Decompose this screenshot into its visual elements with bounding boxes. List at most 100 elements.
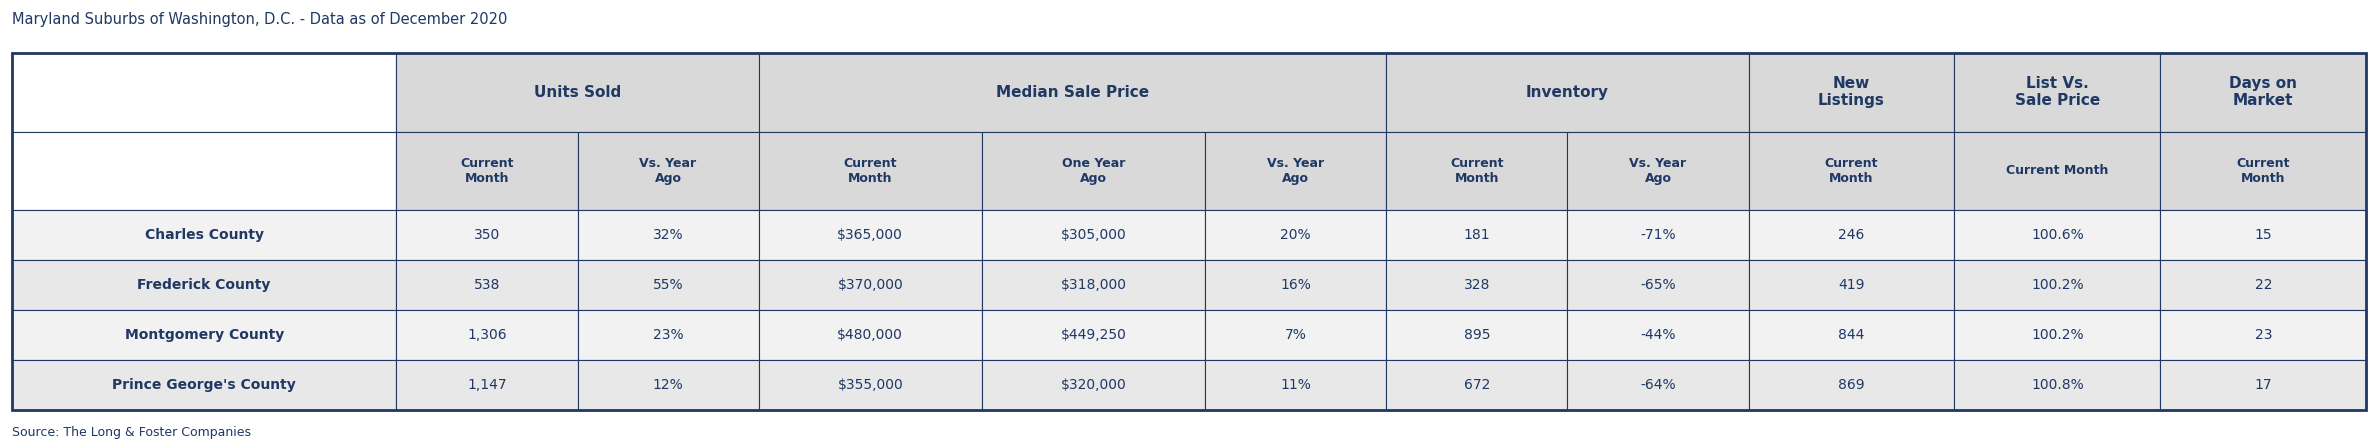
Bar (1204, 360, 1387, 410)
Bar (396, 310, 579, 360)
Bar (396, 53, 759, 131)
Bar (759, 53, 1387, 131)
Bar (1567, 360, 1747, 410)
Text: Current
Month: Current Month (2236, 157, 2290, 185)
Text: 22: 22 (2255, 278, 2271, 292)
Bar (396, 360, 579, 410)
Text: 55%: 55% (652, 278, 683, 292)
Text: 11%: 11% (1280, 378, 1311, 392)
Bar (1954, 310, 2160, 360)
Bar (12, 131, 396, 210)
Text: $318,000: $318,000 (1060, 278, 1126, 292)
Text: -64%: -64% (1641, 378, 1676, 392)
Text: 12%: 12% (652, 378, 683, 392)
Text: 538: 538 (474, 278, 500, 292)
Bar (1387, 53, 1747, 131)
Bar (12, 53, 2366, 410)
Text: Current
Month: Current Month (460, 157, 515, 185)
Text: Units Sold: Units Sold (533, 85, 621, 100)
Text: 100.6%: 100.6% (2032, 228, 2084, 242)
Bar (982, 131, 1204, 210)
Bar (396, 131, 579, 210)
Text: 100.2%: 100.2% (2032, 328, 2084, 342)
Bar (2160, 260, 2366, 310)
Text: $480,000: $480,000 (837, 328, 903, 342)
Bar (1567, 310, 1747, 360)
Text: 1,306: 1,306 (467, 328, 507, 342)
Bar (396, 210, 579, 260)
Bar (1387, 310, 1567, 360)
Bar (1567, 260, 1747, 310)
Text: $370,000: $370,000 (837, 278, 903, 292)
Bar (12, 360, 396, 410)
Bar (579, 310, 759, 360)
Text: Inventory: Inventory (1527, 85, 1610, 100)
Text: 20%: 20% (1280, 228, 1311, 242)
Text: $449,250: $449,250 (1060, 328, 1126, 342)
Bar (1567, 210, 1747, 260)
Bar (1747, 260, 1954, 310)
Text: Frederick County: Frederick County (138, 278, 270, 292)
Bar (759, 210, 982, 260)
Text: 328: 328 (1463, 278, 1489, 292)
Bar (12, 310, 396, 360)
Text: $305,000: $305,000 (1060, 228, 1126, 242)
Text: 100.2%: 100.2% (2032, 278, 2084, 292)
Text: 419: 419 (1838, 278, 1864, 292)
Text: Median Sale Price: Median Sale Price (996, 85, 1150, 100)
Text: Source: The Long & Foster Companies: Source: The Long & Foster Companies (12, 426, 251, 439)
Text: 16%: 16% (1280, 278, 1311, 292)
Text: Montgomery County: Montgomery County (126, 328, 285, 342)
Text: 15: 15 (2255, 228, 2271, 242)
Bar (2160, 210, 2366, 260)
Text: 844: 844 (1838, 328, 1864, 342)
Text: 32%: 32% (652, 228, 683, 242)
Bar (1747, 210, 1954, 260)
Bar (579, 131, 759, 210)
Bar (982, 360, 1204, 410)
Text: 100.8%: 100.8% (2032, 378, 2084, 392)
Text: Current
Month: Current Month (844, 157, 896, 185)
Text: $365,000: $365,000 (837, 228, 903, 242)
Text: Current
Month: Current Month (1451, 157, 1503, 185)
Text: Days on
Market: Days on Market (2229, 76, 2297, 108)
Bar (1747, 131, 1954, 210)
Text: Current
Month: Current Month (1826, 157, 1878, 185)
Bar (2160, 360, 2366, 410)
Bar (1387, 360, 1567, 410)
Bar (1954, 131, 2160, 210)
Bar (579, 260, 759, 310)
Bar (12, 53, 396, 131)
Bar (759, 260, 982, 310)
Text: 246: 246 (1838, 228, 1864, 242)
Text: Prince George's County: Prince George's County (111, 378, 296, 392)
Bar (1954, 210, 2160, 260)
Bar (1954, 360, 2160, 410)
Bar (982, 310, 1204, 360)
Bar (1387, 260, 1567, 310)
Text: 23: 23 (2255, 328, 2271, 342)
Text: -71%: -71% (1641, 228, 1676, 242)
Text: One Year
Ago: One Year Ago (1062, 157, 1126, 185)
Bar (1204, 210, 1387, 260)
Bar (982, 260, 1204, 310)
Bar (1747, 53, 1954, 131)
Text: List Vs.
Sale Price: List Vs. Sale Price (2015, 76, 2101, 108)
Text: 869: 869 (1838, 378, 1864, 392)
Bar (2160, 53, 2366, 131)
Bar (1567, 131, 1747, 210)
Bar (579, 360, 759, 410)
Text: Maryland Suburbs of Washington, D.C. - Data as of December 2020: Maryland Suburbs of Washington, D.C. - D… (12, 12, 507, 27)
Text: 181: 181 (1463, 228, 1489, 242)
Bar (1387, 210, 1567, 260)
Text: 672: 672 (1463, 378, 1489, 392)
Bar (1954, 53, 2160, 131)
Bar (12, 210, 396, 260)
Text: $320,000: $320,000 (1060, 378, 1126, 392)
Text: New
Listings: New Listings (1819, 76, 1885, 108)
Bar (1204, 310, 1387, 360)
Bar (396, 260, 579, 310)
Text: $355,000: $355,000 (837, 378, 903, 392)
Text: -65%: -65% (1641, 278, 1676, 292)
Text: 23%: 23% (652, 328, 683, 342)
